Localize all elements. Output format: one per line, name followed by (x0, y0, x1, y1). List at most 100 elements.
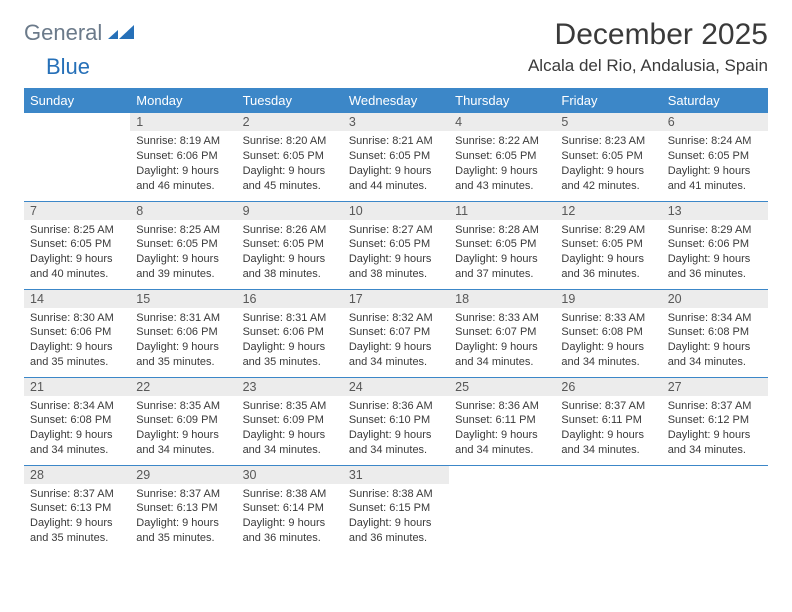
day-number: 26 (555, 378, 661, 396)
sunrise-text: Sunrise: 8:33 AM (455, 311, 549, 326)
sunset-text: Sunset: 6:12 PM (668, 413, 762, 428)
day-cell (449, 465, 555, 553)
sunset-text: Sunset: 6:15 PM (349, 501, 443, 516)
sunrise-text: Sunrise: 8:19 AM (136, 134, 230, 149)
sunrise-text: Sunrise: 8:34 AM (30, 399, 124, 414)
day-number: 4 (449, 113, 555, 131)
sunset-text: Sunset: 6:08 PM (668, 325, 762, 340)
sunset-text: Sunset: 6:09 PM (136, 413, 230, 428)
sunset-text: Sunset: 6:05 PM (349, 237, 443, 252)
day-cell: 20Sunrise: 8:34 AMSunset: 6:08 PMDayligh… (662, 289, 768, 377)
day-content: Sunrise: 8:19 AMSunset: 6:06 PMDaylight:… (130, 131, 236, 199)
sunset-text: Sunset: 6:06 PM (136, 149, 230, 164)
daylight-text: Daylight: 9 hours and 34 minutes. (668, 428, 762, 458)
day-content: Sunrise: 8:37 AMSunset: 6:13 PMDaylight:… (24, 484, 130, 552)
sunrise-text: Sunrise: 8:35 AM (243, 399, 337, 414)
location: Alcala del Rio, Andalusia, Spain (528, 56, 768, 76)
day-cell: 23Sunrise: 8:35 AMSunset: 6:09 PMDayligh… (237, 377, 343, 465)
day-cell: 26Sunrise: 8:37 AMSunset: 6:11 PMDayligh… (555, 377, 661, 465)
sunrise-text: Sunrise: 8:27 AM (349, 223, 443, 238)
sunrise-text: Sunrise: 8:22 AM (455, 134, 549, 149)
day-cell: 16Sunrise: 8:31 AMSunset: 6:06 PMDayligh… (237, 289, 343, 377)
sunrise-text: Sunrise: 8:37 AM (30, 487, 124, 502)
daylight-text: Daylight: 9 hours and 35 minutes. (136, 340, 230, 370)
sunset-text: Sunset: 6:05 PM (136, 237, 230, 252)
sunset-text: Sunset: 6:07 PM (455, 325, 549, 340)
day-number: 9 (237, 202, 343, 220)
day-content: Sunrise: 8:37 AMSunset: 6:12 PMDaylight:… (662, 396, 768, 464)
day-content: Sunrise: 8:30 AMSunset: 6:06 PMDaylight:… (24, 308, 130, 376)
sunset-text: Sunset: 6:10 PM (349, 413, 443, 428)
day-content: Sunrise: 8:21 AMSunset: 6:05 PMDaylight:… (343, 131, 449, 199)
daylight-text: Daylight: 9 hours and 42 minutes. (561, 164, 655, 194)
sunset-text: Sunset: 6:05 PM (243, 237, 337, 252)
calendar-table: Sunday Monday Tuesday Wednesday Thursday… (24, 88, 768, 553)
daylight-text: Daylight: 9 hours and 40 minutes. (30, 252, 124, 282)
day-content: Sunrise: 8:25 AMSunset: 6:05 PMDaylight:… (130, 220, 236, 288)
day-number: 28 (24, 466, 130, 484)
day-number: 13 (662, 202, 768, 220)
day-content: Sunrise: 8:31 AMSunset: 6:06 PMDaylight:… (237, 308, 343, 376)
daylight-text: Daylight: 9 hours and 36 minutes. (561, 252, 655, 282)
sunset-text: Sunset: 6:05 PM (561, 237, 655, 252)
day-cell: 19Sunrise: 8:33 AMSunset: 6:08 PMDayligh… (555, 289, 661, 377)
day-number: 6 (662, 113, 768, 131)
day-number: 19 (555, 290, 661, 308)
day-number: 2 (237, 113, 343, 131)
sunrise-text: Sunrise: 8:30 AM (30, 311, 124, 326)
sunrise-text: Sunrise: 8:24 AM (668, 134, 762, 149)
day-cell: 24Sunrise: 8:36 AMSunset: 6:10 PMDayligh… (343, 377, 449, 465)
sunset-text: Sunset: 6:06 PM (136, 325, 230, 340)
sunset-text: Sunset: 6:06 PM (30, 325, 124, 340)
day-number: 11 (449, 202, 555, 220)
sunrise-text: Sunrise: 8:25 AM (136, 223, 230, 238)
day-header: Tuesday (237, 88, 343, 113)
daylight-text: Daylight: 9 hours and 34 minutes. (349, 428, 443, 458)
daylight-text: Daylight: 9 hours and 34 minutes. (668, 340, 762, 370)
sunset-text: Sunset: 6:13 PM (30, 501, 124, 516)
day-header: Monday (130, 88, 236, 113)
day-cell: 21Sunrise: 8:34 AMSunset: 6:08 PMDayligh… (24, 377, 130, 465)
logo-triangles-icon (108, 22, 136, 45)
daylight-text: Daylight: 9 hours and 35 minutes. (30, 516, 124, 546)
week-row: 1Sunrise: 8:19 AMSunset: 6:06 PMDaylight… (24, 113, 768, 201)
sunset-text: Sunset: 6:08 PM (30, 413, 124, 428)
day-content: Sunrise: 8:26 AMSunset: 6:05 PMDaylight:… (237, 220, 343, 288)
day-number: 7 (24, 202, 130, 220)
sunset-text: Sunset: 6:05 PM (455, 149, 549, 164)
day-content: Sunrise: 8:33 AMSunset: 6:07 PMDaylight:… (449, 308, 555, 376)
day-content: Sunrise: 8:24 AMSunset: 6:05 PMDaylight:… (662, 131, 768, 199)
sunset-text: Sunset: 6:05 PM (561, 149, 655, 164)
day-content: Sunrise: 8:28 AMSunset: 6:05 PMDaylight:… (449, 220, 555, 288)
day-content: Sunrise: 8:36 AMSunset: 6:10 PMDaylight:… (343, 396, 449, 464)
daylight-text: Daylight: 9 hours and 35 minutes. (136, 516, 230, 546)
day-number: 10 (343, 202, 449, 220)
daylight-text: Daylight: 9 hours and 36 minutes. (349, 516, 443, 546)
day-cell: 31Sunrise: 8:38 AMSunset: 6:15 PMDayligh… (343, 465, 449, 553)
day-header: Wednesday (343, 88, 449, 113)
sunrise-text: Sunrise: 8:37 AM (136, 487, 230, 502)
daylight-text: Daylight: 9 hours and 34 minutes. (30, 428, 124, 458)
day-number: 20 (662, 290, 768, 308)
daylight-text: Daylight: 9 hours and 39 minutes. (136, 252, 230, 282)
sunrise-text: Sunrise: 8:37 AM (561, 399, 655, 414)
day-cell (662, 465, 768, 553)
day-number: 5 (555, 113, 661, 131)
sunrise-text: Sunrise: 8:38 AM (243, 487, 337, 502)
day-cell: 17Sunrise: 8:32 AMSunset: 6:07 PMDayligh… (343, 289, 449, 377)
day-content: Sunrise: 8:25 AMSunset: 6:05 PMDaylight:… (24, 220, 130, 288)
sunset-text: Sunset: 6:07 PM (349, 325, 443, 340)
day-cell: 1Sunrise: 8:19 AMSunset: 6:06 PMDaylight… (130, 113, 236, 201)
sunrise-text: Sunrise: 8:26 AM (243, 223, 337, 238)
day-cell: 4Sunrise: 8:22 AMSunset: 6:05 PMDaylight… (449, 113, 555, 201)
sunrise-text: Sunrise: 8:35 AM (136, 399, 230, 414)
day-content: Sunrise: 8:29 AMSunset: 6:05 PMDaylight:… (555, 220, 661, 288)
day-content: Sunrise: 8:35 AMSunset: 6:09 PMDaylight:… (237, 396, 343, 464)
day-content: Sunrise: 8:22 AMSunset: 6:05 PMDaylight:… (449, 131, 555, 199)
logo: General (24, 20, 138, 46)
daylight-text: Daylight: 9 hours and 34 minutes. (349, 340, 443, 370)
sunset-text: Sunset: 6:06 PM (243, 325, 337, 340)
day-cell: 25Sunrise: 8:36 AMSunset: 6:11 PMDayligh… (449, 377, 555, 465)
day-cell: 8Sunrise: 8:25 AMSunset: 6:05 PMDaylight… (130, 201, 236, 289)
month-title: December 2025 (528, 18, 768, 52)
